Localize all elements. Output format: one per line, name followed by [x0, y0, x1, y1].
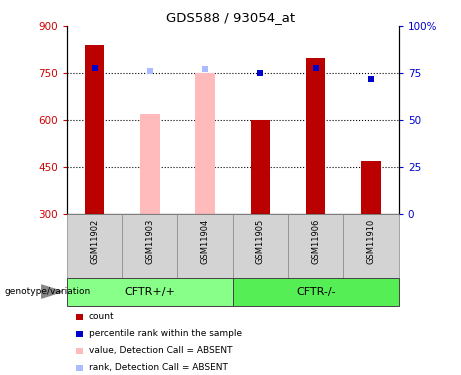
Text: percentile rank within the sample: percentile rank within the sample	[89, 329, 242, 338]
Text: GSM11906: GSM11906	[311, 219, 320, 264]
Bar	[67, 214, 122, 278]
Bar	[251, 120, 270, 214]
Bar	[343, 214, 399, 278]
Point	[257, 70, 264, 76]
Bar	[85, 45, 104, 214]
Bar	[140, 114, 160, 214]
Bar	[67, 278, 233, 306]
Text: GSM11903: GSM11903	[145, 219, 154, 264]
Point	[367, 76, 375, 82]
Text: GSM11902: GSM11902	[90, 219, 99, 264]
Bar	[306, 57, 325, 214]
Point	[201, 66, 209, 72]
Text: GDS588 / 93054_at: GDS588 / 93054_at	[166, 11, 295, 24]
Bar	[177, 214, 233, 278]
Bar	[195, 73, 215, 214]
Text: rank, Detection Call = ABSENT: rank, Detection Call = ABSENT	[89, 363, 228, 372]
Point	[91, 64, 98, 70]
Bar	[233, 278, 399, 306]
Bar	[361, 160, 381, 214]
Bar	[122, 214, 177, 278]
Text: GSM11904: GSM11904	[201, 219, 210, 264]
Point	[146, 68, 154, 74]
Text: value, Detection Call = ABSENT: value, Detection Call = ABSENT	[89, 346, 232, 355]
Text: GSM11910: GSM11910	[366, 219, 376, 264]
Bar	[288, 214, 343, 278]
Text: genotype/variation: genotype/variation	[5, 287, 91, 296]
Text: count: count	[89, 312, 115, 321]
Text: CFTR+/+: CFTR+/+	[124, 286, 175, 297]
Text: CFTR-/-: CFTR-/-	[296, 286, 336, 297]
Point	[312, 64, 319, 70]
Bar	[233, 214, 288, 278]
Text: GSM11905: GSM11905	[256, 219, 265, 264]
Polygon shape	[41, 285, 62, 298]
